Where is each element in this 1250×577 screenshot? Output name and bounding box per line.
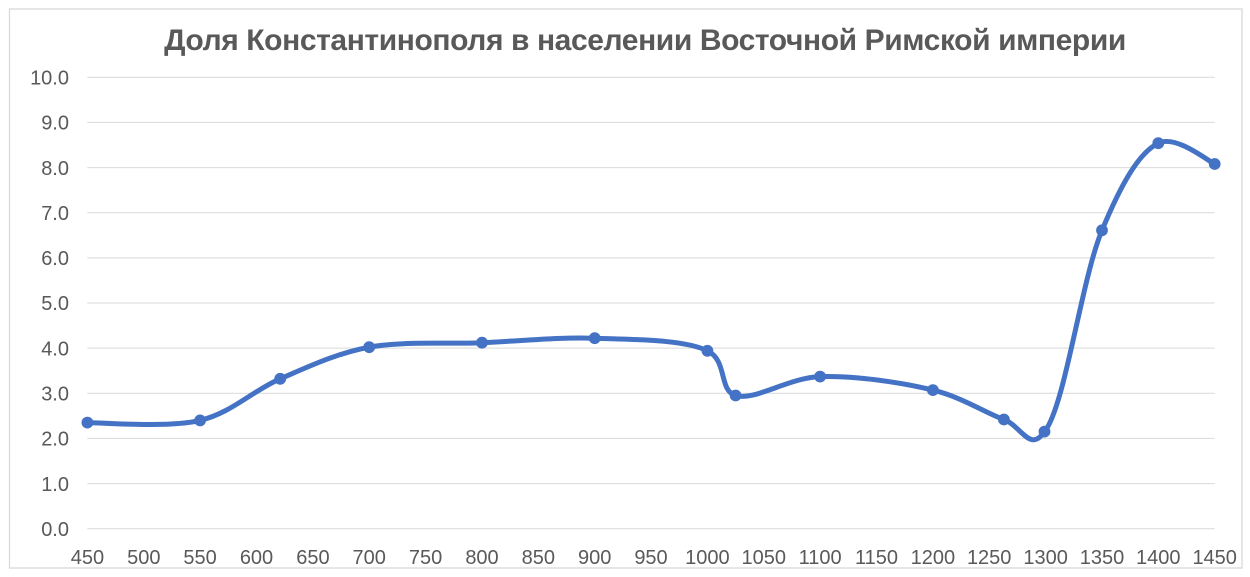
svg-text:0.0: 0.0 — [41, 519, 69, 541]
svg-text:700: 700 — [353, 547, 386, 569]
svg-text:650: 650 — [296, 547, 329, 569]
svg-text:1450: 1450 — [1192, 547, 1237, 569]
svg-text:1150: 1150 — [855, 547, 898, 569]
svg-text:600: 600 — [240, 547, 273, 569]
svg-text:7.0: 7.0 — [41, 203, 69, 225]
svg-text:850: 850 — [522, 547, 555, 569]
svg-text:Доля Константинополя в населен: Доля Константинополя в населении Восточн… — [164, 24, 1126, 57]
svg-text:500: 500 — [127, 547, 160, 569]
svg-text:950: 950 — [634, 547, 667, 569]
svg-text:1400: 1400 — [1136, 547, 1181, 569]
svg-text:1300: 1300 — [1023, 547, 1068, 569]
svg-text:1050: 1050 — [742, 547, 787, 569]
svg-text:10.0: 10.0 — [30, 68, 69, 90]
svg-text:800: 800 — [465, 547, 498, 569]
svg-text:4.0: 4.0 — [41, 338, 69, 360]
svg-text:2.0: 2.0 — [41, 429, 69, 451]
svg-text:1000: 1000 — [685, 547, 730, 569]
svg-text:3.0: 3.0 — [41, 384, 69, 406]
svg-text:1.0: 1.0 — [41, 474, 69, 496]
svg-text:6.0: 6.0 — [41, 248, 69, 270]
svg-text:450: 450 — [71, 547, 104, 569]
svg-text:1250: 1250 — [967, 547, 1012, 569]
svg-text:8.0: 8.0 — [41, 158, 69, 180]
svg-text:1350: 1350 — [1080, 547, 1125, 569]
svg-text:750: 750 — [409, 547, 442, 569]
svg-text:1200: 1200 — [911, 547, 956, 569]
svg-text:1100: 1100 — [799, 547, 842, 569]
svg-text:9.0: 9.0 — [41, 113, 69, 135]
svg-text:5.0: 5.0 — [41, 293, 69, 315]
svg-text:900: 900 — [578, 547, 611, 569]
svg-text:550: 550 — [183, 547, 216, 569]
